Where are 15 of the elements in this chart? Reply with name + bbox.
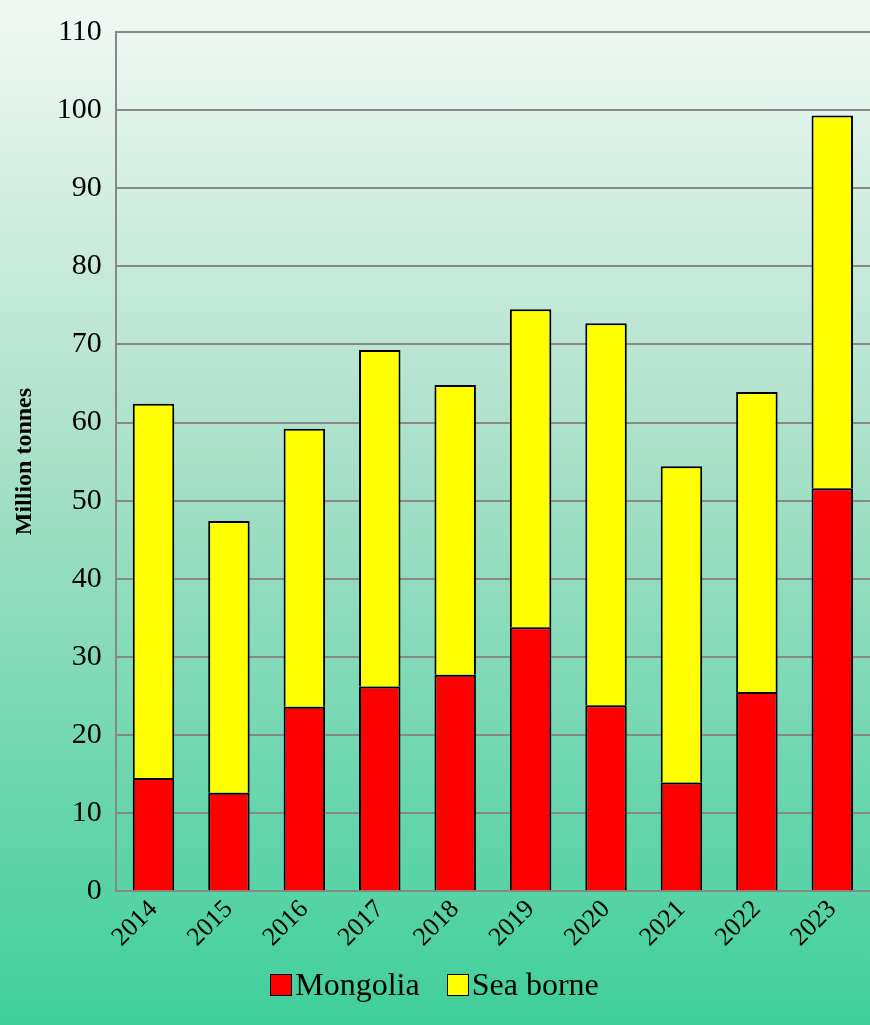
y-tick-label: 50: [71, 481, 102, 515]
y-tick-label: 80: [71, 247, 102, 281]
legend-label: Mongolia: [295, 966, 420, 1003]
y-tick-label: 10: [71, 793, 102, 827]
legend-label: Sea borne: [471, 966, 599, 1003]
y-axis-title: Million tonnes: [9, 387, 36, 536]
y-tick-label: 30: [71, 637, 102, 671]
y-tick-label: 0: [86, 872, 102, 906]
y-tick-label: 40: [71, 559, 102, 593]
y-tick-label: 20: [71, 715, 102, 749]
y-tick-label: 70: [71, 325, 102, 359]
y-tick-label: 90: [71, 169, 102, 203]
y-tick-label: 100: [56, 90, 102, 124]
y-tick-label: 110: [57, 12, 102, 46]
y-tick-label: 60: [71, 403, 102, 437]
